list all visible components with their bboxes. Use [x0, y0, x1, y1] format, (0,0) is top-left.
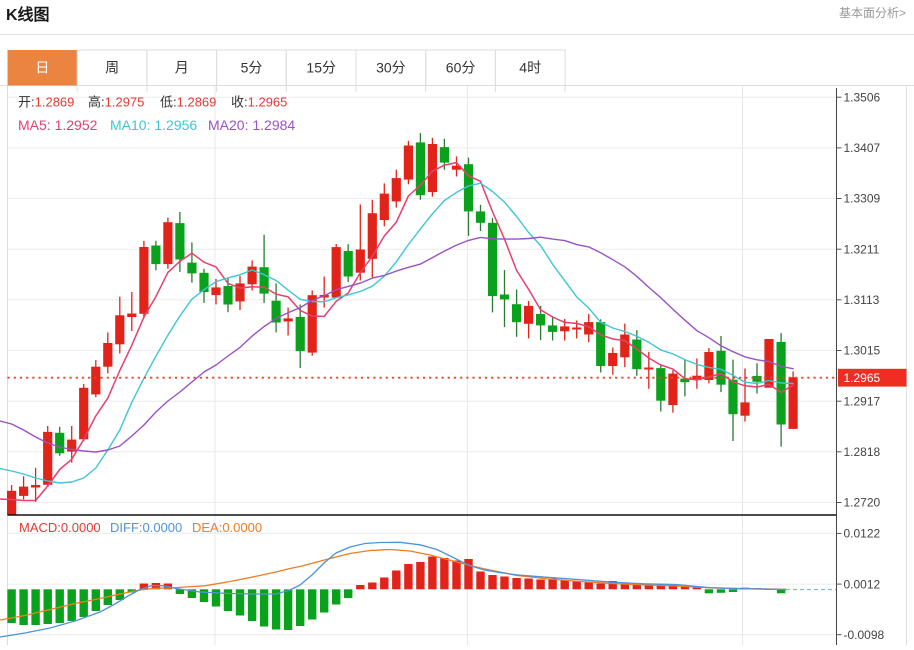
svg-text:DIFF:0.0000: DIFF:0.0000 — [110, 520, 182, 535]
svg-text:低:1.2869: 低:1.2869 — [160, 95, 216, 110]
svg-text:1.2965: 1.2965 — [844, 371, 881, 385]
svg-text:收:1.2965: 收:1.2965 — [231, 95, 287, 110]
svg-text:30分: 30分 — [376, 60, 406, 76]
svg-text:MA5: 1.2952: MA5: 1.2952 — [18, 117, 98, 133]
svg-text:15分: 15分 — [306, 60, 336, 76]
svg-text:5分: 5分 — [241, 60, 263, 76]
svg-text:MA20: 1.2984: MA20: 1.2984 — [208, 117, 295, 133]
svg-text:高:1.2975: 高:1.2975 — [88, 95, 144, 110]
svg-text:基本面分析>: 基本面分析> — [839, 6, 906, 20]
svg-text:1.3113: 1.3113 — [844, 293, 880, 307]
svg-text:1.2720: 1.2720 — [844, 496, 881, 510]
svg-text:60分: 60分 — [446, 60, 476, 76]
svg-text:0.0012: 0.0012 — [844, 577, 881, 591]
svg-text:1.2818: 1.2818 — [844, 445, 881, 459]
svg-text:0.0122: 0.0122 — [844, 527, 881, 541]
svg-text:1.3211: 1.3211 — [844, 242, 880, 256]
svg-text:1.3506: 1.3506 — [844, 90, 881, 104]
svg-text:4时: 4时 — [519, 60, 541, 76]
svg-text:开:1.2869: 开:1.2869 — [18, 95, 74, 110]
svg-text:月: 月 — [175, 60, 189, 76]
svg-text:1.3015: 1.3015 — [844, 344, 881, 358]
svg-text:MA10: 1.2956: MA10: 1.2956 — [110, 117, 197, 133]
svg-text:周: 周 — [105, 60, 119, 76]
svg-text:1.2917: 1.2917 — [844, 394, 881, 408]
svg-text:MACD:0.0000: MACD:0.0000 — [19, 520, 101, 535]
svg-text:1.3309: 1.3309 — [844, 192, 881, 206]
svg-text:1.3407: 1.3407 — [844, 141, 881, 155]
svg-text:-0.0098: -0.0098 — [844, 628, 885, 642]
svg-text:日: 日 — [35, 60, 49, 76]
svg-text:DEA:0.0000: DEA:0.0000 — [192, 520, 262, 535]
svg-text:K线图: K线图 — [6, 5, 50, 24]
